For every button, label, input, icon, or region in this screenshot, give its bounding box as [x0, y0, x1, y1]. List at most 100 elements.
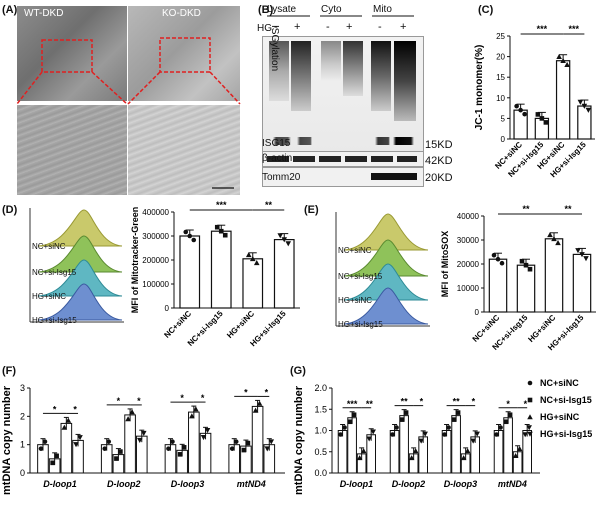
data-point [560, 57, 566, 64]
isgylation-blot [262, 36, 424, 153]
chart-g: 0.00.51.01.52.0D-loop1*** **D-loop2** *D-l… [293, 378, 592, 495]
data-point [547, 232, 553, 238]
bar [488, 258, 508, 313]
bar [347, 417, 357, 474]
data-point [125, 416, 131, 422]
data-point [73, 442, 79, 448]
data-point [499, 260, 505, 266]
data-point [249, 256, 256, 262]
data-point [229, 446, 235, 451]
y-tick-label: 10 [496, 94, 505, 103]
group-lysate: Lysate [267, 4, 297, 15]
data-point [233, 439, 239, 444]
bar [179, 235, 201, 309]
data-point [114, 456, 119, 461]
x-tick-label: D-loop3 [171, 479, 205, 489]
hg-sign-2: + [294, 21, 301, 33]
bar [516, 264, 536, 313]
y-tick-label: 1 [20, 440, 25, 450]
group-mito: Mito [373, 4, 392, 15]
data-point [512, 452, 519, 459]
flow-d-label-1: NC+siNC [32, 242, 66, 251]
data-point [585, 107, 592, 113]
data-point [42, 439, 48, 444]
x-tick-label: mtND4 [498, 479, 527, 489]
y-tick-label: 0 [165, 304, 170, 313]
em-image-wt-top [17, 6, 127, 101]
tomm20-blot [262, 167, 424, 187]
lane-2 [291, 41, 311, 111]
y-axis-label: JC-1 monomer(%) [474, 45, 485, 131]
data-point [285, 241, 292, 247]
bar [451, 415, 461, 474]
sig-label: ** [453, 397, 461, 407]
y-tick-label: 30000 [457, 236, 480, 245]
lane-1 [269, 41, 289, 101]
data-point [366, 436, 372, 442]
data-point [214, 224, 220, 230]
em-zoom-boxes [16, 37, 241, 189]
data-point [193, 406, 199, 412]
legend-marker [527, 397, 533, 403]
y-tick-label: 20000 [457, 260, 480, 269]
data-point [200, 435, 207, 441]
data-point [403, 410, 409, 415]
hg-sign-5: - [378, 21, 382, 33]
data-point [507, 412, 513, 418]
data-point [241, 447, 247, 453]
sig-label: ** [401, 397, 409, 407]
lane-3 [321, 41, 341, 81]
y-tick-label: 10000 [457, 284, 480, 293]
data-point [523, 262, 529, 268]
y-tick-label: 3 [20, 383, 25, 393]
x-tick-label: D-loop1 [43, 479, 77, 489]
y-tick-label: 300000 [142, 232, 169, 241]
legend-label: NC+si-Isg15 [540, 395, 592, 405]
data-point [556, 53, 562, 60]
bar [60, 422, 73, 474]
data-point [503, 419, 509, 425]
data-point [583, 256, 589, 262]
hg-sign-3: - [326, 21, 330, 33]
data-point [356, 455, 363, 461]
y-axis-label: MFI of Mitotracker-Green [130, 207, 140, 314]
chart-c: 0510152025NC+siNCNC+si-Isg15HG+siNCHG+si… [474, 24, 595, 179]
data-point [347, 419, 353, 425]
y-tick-label: 5 [501, 114, 506, 123]
data-point [129, 409, 135, 415]
hg-sign-6: + [400, 21, 407, 33]
flow-histogram-e [335, 212, 430, 327]
flow-e-label-2: NC+si-Isg15 [338, 272, 383, 281]
legend-label: HG+siNC [540, 412, 580, 422]
x-tick-label: NC+siNC [162, 309, 193, 340]
x-tick-label: D-loop2 [107, 479, 141, 489]
hg-sign-4: + [346, 21, 353, 33]
legend-marker [527, 380, 533, 386]
data-point [539, 116, 545, 121]
data-point [555, 240, 561, 246]
y-tick-label: 0.0 [314, 468, 327, 478]
isg15-label: ISG15 [262, 138, 291, 149]
legend-label: HG+si-Isg15 [540, 429, 592, 439]
y-tick-label: 1.0 [314, 426, 327, 436]
data-point [106, 439, 112, 444]
bar [572, 253, 592, 313]
data-point [218, 228, 224, 234]
data-point [526, 425, 532, 431]
data-point [183, 229, 189, 235]
y-tick-label: 15 [496, 73, 505, 82]
lane-6 [394, 41, 416, 121]
data-point [498, 425, 503, 430]
flow-d-label-2: NC+si-Isg15 [32, 268, 77, 277]
data-point [399, 417, 405, 422]
sig-label: *** [537, 24, 548, 34]
data-point [514, 103, 519, 109]
beta-actin-label: β-actin [262, 153, 293, 164]
chart-e: 010000200003000040000NC+siNCNC+si-Isg15H… [440, 204, 596, 352]
data-point [77, 435, 83, 441]
data-point [455, 410, 461, 415]
sig-label: * [506, 399, 510, 409]
hg-sign-1: - [274, 21, 278, 33]
y-axis-label: mtDNA copy number [1, 385, 13, 495]
data-point [181, 445, 187, 450]
